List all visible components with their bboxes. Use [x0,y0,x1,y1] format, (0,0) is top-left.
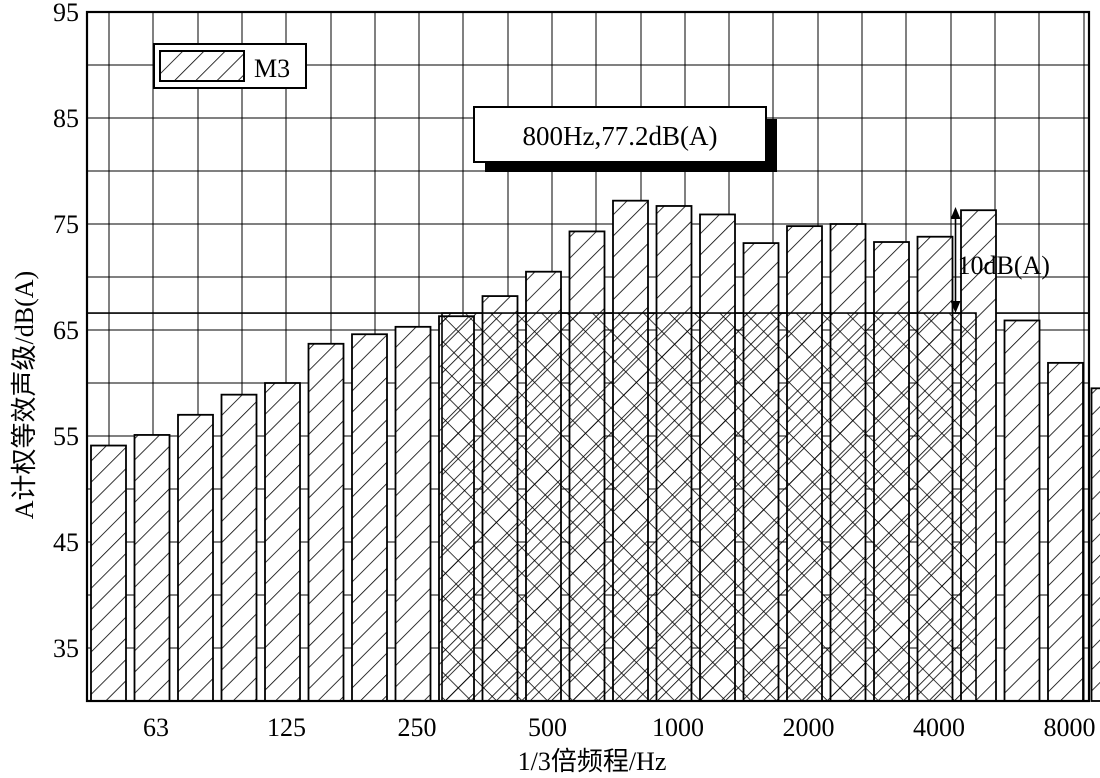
annotation-arrow-down [950,301,961,314]
y-tick-65: 65 [53,316,79,345]
bar-63 [133,434,171,702]
bar-125 [264,382,301,702]
y-tick-85: 85 [53,104,79,133]
y-tick-35: 35 [53,634,79,663]
bar-250 [394,325,432,702]
bar-6300 [1003,319,1041,702]
level-difference-annotation: 10dB(A) [950,207,1050,314]
legend-label: M3 [254,54,290,83]
y-axis-label: A计权等效声级/dB(A) [10,271,39,519]
axis-ticks: 35 45 55 65 75 85 95 63 125 250 500 1000 2000 4000 800… [53,0,1096,742]
x-tick-250: 250 [398,713,437,742]
y-tick-95: 95 [53,0,79,27]
crosshatch-overlay [441,312,977,702]
crosshatch-region [441,312,977,702]
peak-callout: 800Hz,77.2dB(A) [473,106,777,172]
x-tick-4000: 4000 [913,713,965,742]
annotation-arrow-up [950,207,961,220]
plot-border [85,10,1091,703]
y-tick-55: 55 [53,422,79,451]
x-tick-63: 63 [143,713,169,742]
plot-frame [85,10,1091,703]
bar-10000 [1090,387,1100,702]
x-tick-8000: 8000 [1044,713,1096,742]
bar-160 [307,342,345,702]
legend-swatch [159,50,245,82]
x-axis-label: 1/3倍频程/Hz [518,747,667,776]
x-tick-500: 500 [528,713,567,742]
bar-80 [177,413,214,702]
bar-50 [90,444,127,702]
x-tick-1000: 1000 [652,713,704,742]
bar-8000 [1047,361,1084,702]
y-tick-45: 45 [53,528,79,557]
x-tick-125: 125 [267,713,306,742]
callout-text: 800Hz,77.2dB(A) [523,121,718,151]
bar-100 [220,393,258,702]
y-tick-75: 75 [53,210,79,239]
legend: M3 [153,43,307,89]
callout-box [473,106,767,163]
bar-200 [351,333,388,702]
x-tick-2000: 2000 [783,713,835,742]
annotation-text: 10dB(A) [958,251,1050,280]
